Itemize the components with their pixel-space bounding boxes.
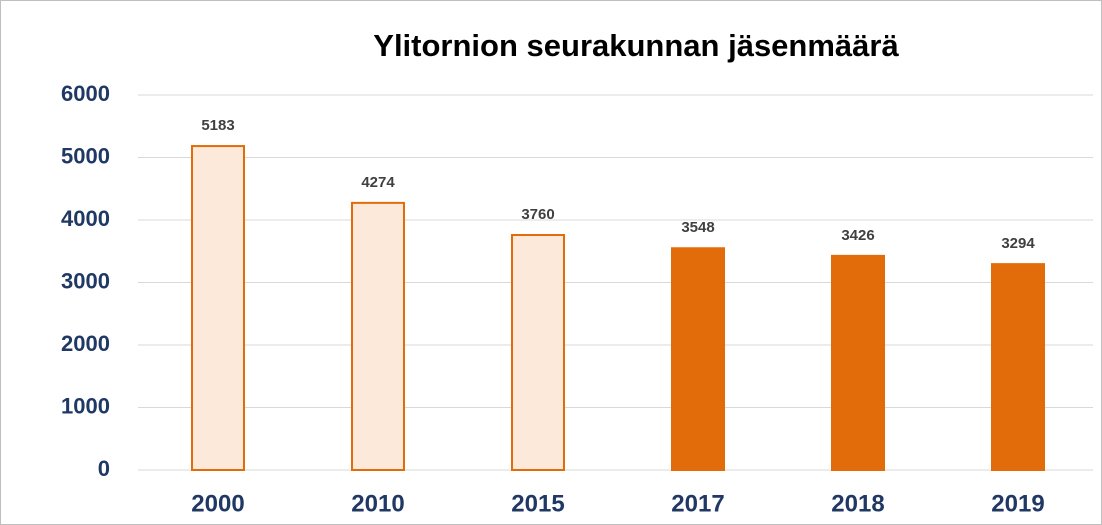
y-tick-label: 4000: [61, 206, 110, 231]
y-tick-label: 5000: [61, 143, 110, 168]
x-tick-label: 2010: [351, 490, 404, 517]
data-label: 3426: [841, 227, 874, 244]
y-tick-label: 3000: [61, 268, 110, 293]
y-tick-label: 0: [98, 456, 110, 481]
chart-title: Ylitornion seurakunnan jäsenmäärä: [373, 28, 899, 63]
y-tick-label: 2000: [61, 331, 110, 356]
data-label: 4274: [361, 174, 395, 191]
x-tick-label: 2018: [831, 490, 884, 517]
x-tick-label: 2000: [191, 490, 244, 517]
data-label: 3760: [521, 206, 554, 223]
data-label: 5183: [201, 117, 234, 134]
y-tick-label: 6000: [61, 81, 110, 106]
x-tick-label: 2019: [991, 490, 1044, 517]
y-tick-label: 1000: [61, 393, 110, 418]
bar: [511, 234, 565, 471]
x-tick-label: 2015: [511, 490, 564, 517]
bar: [191, 145, 245, 471]
bar: [831, 254, 885, 471]
x-tick-label: 2017: [671, 490, 724, 517]
data-label: 3294: [1001, 235, 1035, 252]
data-label: 3548: [681, 219, 714, 236]
bar: [991, 263, 1045, 471]
bar: [351, 201, 405, 471]
bar: [671, 247, 725, 471]
